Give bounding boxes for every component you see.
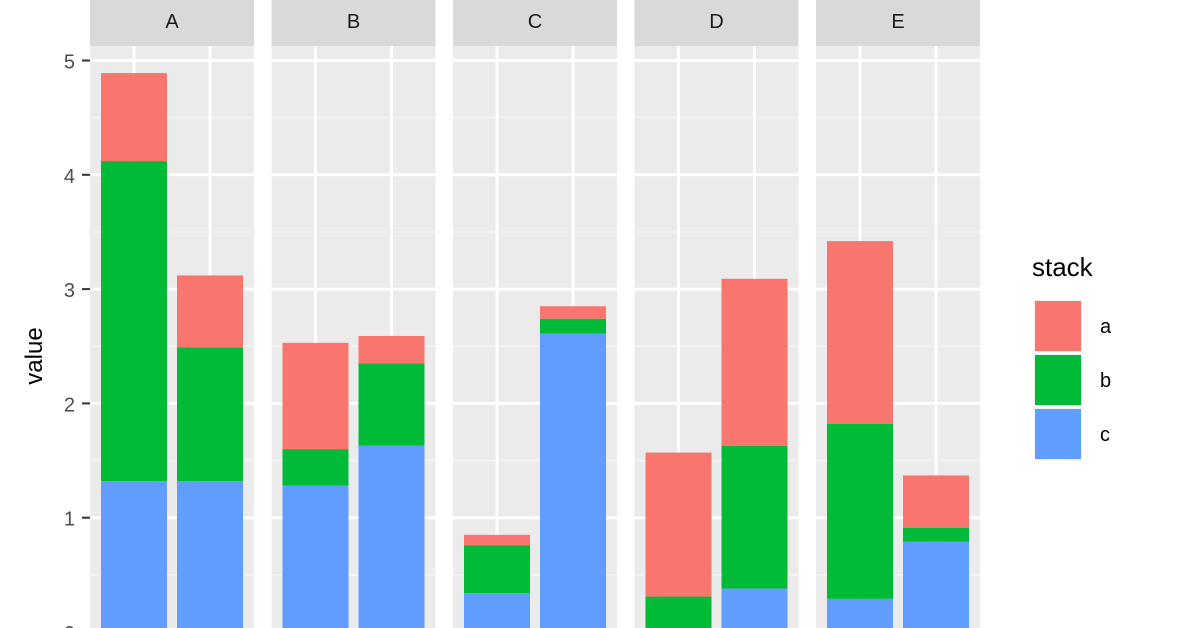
bar-segment-c-1-a [464,534,530,546]
y-axis-label: value [21,327,48,384]
facet-label-b: B [347,11,360,33]
bar-segment-c-2-b [540,318,606,334]
legend-label-b: b [1100,370,1111,392]
legend-swatch-a [1035,301,1081,351]
bar-segment-b-1-c [282,485,349,628]
legend-label-a: a [1100,316,1112,338]
facet-strip-a [90,0,254,46]
y-tick-label: 0 [64,623,75,628]
legend-title: stack [1032,252,1094,282]
bar-segment-e-1-a [827,241,893,424]
y-tick-label: 3 [64,280,75,302]
bar-segment-d-2-b [721,445,788,589]
legend-swatch-b [1035,355,1081,405]
bar-segment-c-2-a [540,306,606,319]
bar-segment-b-1-a [282,342,349,450]
y-tick-label: 5 [64,52,75,74]
bar-segment-e-1-b [827,423,893,599]
bar-segment-b-2-b [358,363,425,446]
facet-label-c: C [528,11,542,33]
bar-segment-c-1-c [464,593,530,628]
bar-segment-d-2-a [721,278,788,446]
bar-segment-a-1-a [101,73,167,162]
bar-segment-a-1-c [101,481,167,628]
bar-segment-c-2-c [540,333,606,628]
facet-label-d: D [709,11,723,33]
bar-segment-a-2-c [177,481,243,628]
facet-strip-e [816,0,980,46]
bar-segment-e-2-a [903,475,969,528]
facet-strip-d [634,0,799,46]
legend-label-c: c [1100,424,1110,446]
bar-segment-a-1-b [101,161,167,482]
facet-strip-b [271,0,436,46]
facet-label-e: E [891,11,904,33]
facet-strip-c [453,0,617,46]
legend: stack a b c [1032,252,1112,460]
bar-segment-d-2-c [721,588,788,628]
y-tick-label: 4 [64,166,75,188]
bar-segment-c-1-b [464,545,530,594]
bar-segment-e-1-c [827,598,893,628]
bar-segment-a-2-b [177,347,243,482]
bar-segment-d-1-a [645,452,712,597]
bar-segment-a-2-a [177,275,243,348]
y-tick-label: 1 [64,509,75,531]
y-tick-label: 2 [64,394,75,416]
facet-label-a: A [165,11,179,33]
y-axis: 0 1 2 3 4 5 [64,52,90,628]
bar-segment-b-2-a [358,335,425,364]
bar-segment-b-1-b [282,449,349,486]
legend-swatch-c [1035,409,1081,459]
bar-marks [101,73,969,628]
bar-segment-b-2-c [358,445,425,628]
bar-segment-d-1-b [645,596,712,628]
bar-segment-e-2-b [903,527,969,542]
bar-segment-e-2-c [903,541,969,628]
